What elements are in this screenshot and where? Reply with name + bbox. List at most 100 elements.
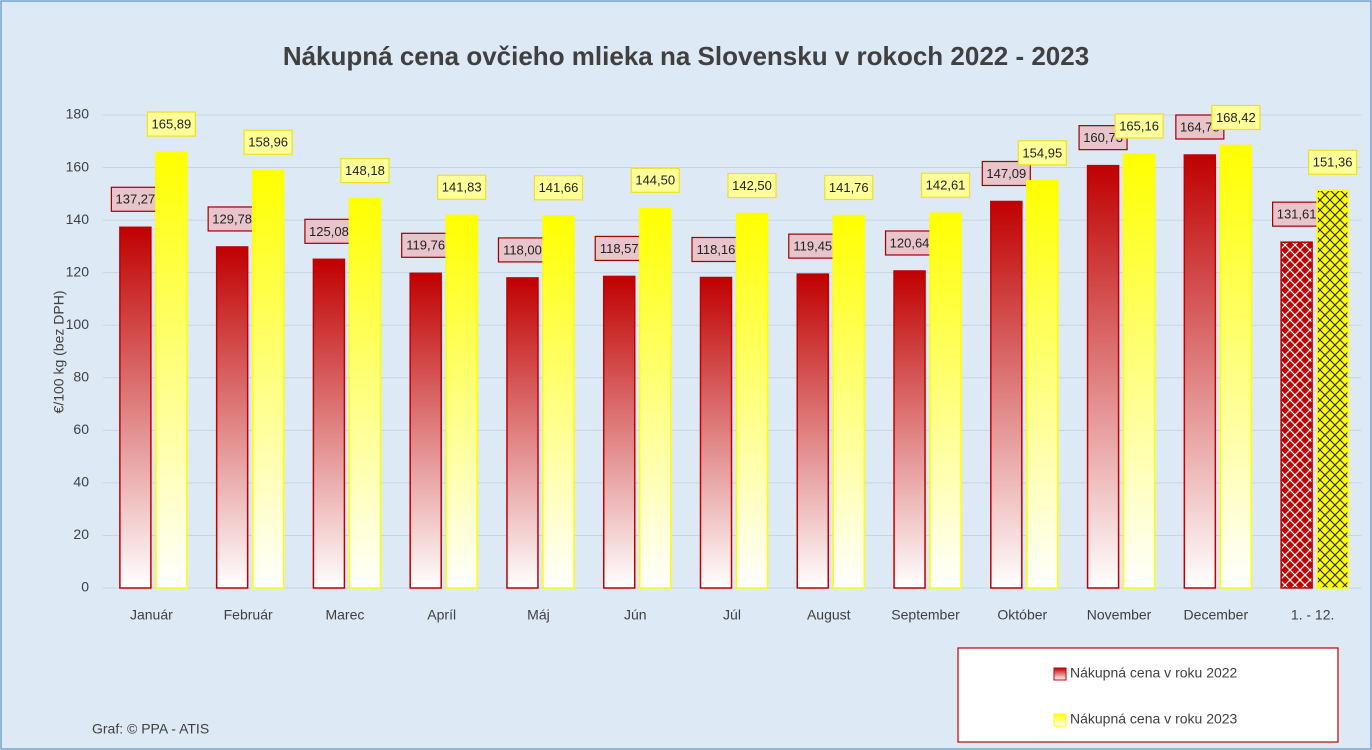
bar: [215, 246, 249, 589]
data-label: 141,66: [539, 180, 579, 195]
data-label: 129,78: [212, 211, 252, 226]
bar: [506, 277, 539, 589]
legend-swatch: [1053, 667, 1067, 681]
x-tick-label: November: [1087, 607, 1152, 623]
data-label-box: [497, 237, 548, 263]
data-label: 120,64: [890, 235, 930, 250]
legend-box: [957, 647, 1339, 743]
data-label: 168,42: [1216, 110, 1256, 125]
legend-swatch: [1053, 713, 1067, 727]
bar: [1122, 153, 1156, 589]
bar: [990, 200, 1023, 589]
x-tick-label: September: [891, 607, 960, 623]
x-tick-label: August: [807, 607, 851, 623]
x-tick-label: Február: [224, 607, 273, 623]
data-label: 160,73: [1083, 130, 1123, 145]
x-tick-label: Júl: [723, 607, 741, 623]
data-label-box: [594, 235, 644, 262]
bar: [542, 214, 575, 589]
data-label: 141,76: [829, 180, 869, 195]
data-label-box: [243, 129, 293, 155]
data-label: 118,00: [503, 242, 542, 257]
data-label: 118,57: [600, 241, 639, 256]
bar: [1219, 144, 1253, 589]
data-label: 154,95: [1022, 145, 1062, 160]
x-tick-label: December: [1184, 607, 1249, 623]
bar: [699, 276, 733, 589]
data-label: 131,61: [1277, 207, 1317, 222]
data-label-box: [1017, 140, 1067, 166]
bar: [1026, 180, 1059, 589]
bar: [1183, 154, 1217, 589]
data-label-box: [340, 158, 390, 184]
y-tick-label: 180: [66, 106, 90, 122]
data-label-box: [630, 167, 680, 193]
bar: [929, 212, 962, 589]
y-tick-label: 100: [66, 316, 90, 332]
data-label-box: [1308, 149, 1358, 175]
x-tick-label: Jún: [624, 607, 647, 623]
bar: [348, 197, 382, 589]
bar: [1280, 241, 1313, 589]
data-label: 165,16: [1119, 118, 1159, 133]
bar: [735, 212, 769, 589]
bar: [445, 214, 478, 589]
x-tick-label: Máj: [527, 607, 550, 623]
data-label-box: [727, 172, 777, 199]
bar: [155, 151, 188, 589]
data-label-box: [304, 218, 354, 244]
data-label-box: [920, 172, 971, 198]
bar: [602, 275, 636, 589]
x-tick-label: Apríl: [427, 607, 456, 623]
bar: [796, 273, 830, 589]
x-tick-label: Október: [997, 607, 1047, 623]
data-label-box: [1211, 104, 1261, 131]
bar: [1316, 189, 1349, 589]
data-label: 158,96: [248, 135, 288, 150]
data-label: 151,36: [1313, 155, 1353, 170]
bar: [312, 258, 346, 589]
y-tick-label: 20: [73, 526, 89, 542]
data-label: 148,18: [345, 163, 385, 178]
legend-label: Nákupná cena v roku 2023: [1070, 711, 1238, 727]
data-label: 147,09: [986, 166, 1026, 181]
bar: [638, 207, 672, 589]
y-tick-label: 140: [66, 211, 90, 227]
data-label: 118,16: [697, 242, 736, 257]
y-tick-label: 120: [66, 263, 90, 279]
data-label-box: [1114, 113, 1164, 139]
data-label: 142,50: [732, 178, 772, 193]
data-label: 137,27: [116, 192, 156, 207]
data-label-box: [1272, 201, 1322, 227]
y-tick-label: 160: [66, 158, 90, 174]
data-label: 164,78: [1180, 119, 1220, 134]
data-label: 141,83: [442, 180, 482, 195]
data-label: 142,61: [926, 178, 966, 193]
source-note: Graf: © PPA - ATIS: [92, 721, 209, 737]
data-label-box: [981, 160, 1031, 187]
bar: [832, 214, 866, 589]
y-tick-label: 40: [73, 474, 89, 490]
bar: [893, 270, 926, 589]
data-label-box: [788, 233, 838, 259]
data-label-box: [884, 230, 935, 256]
data-label-box: [207, 206, 257, 232]
data-label-box: [401, 232, 451, 258]
y-tick-label: 60: [73, 421, 89, 437]
bar: [119, 226, 152, 589]
data-label-box: [824, 174, 874, 201]
y-tick-label: 0: [81, 579, 89, 595]
bar: [1086, 164, 1120, 589]
x-tick-label: Január: [130, 607, 173, 623]
data-label: 165,89: [152, 117, 192, 132]
legend-label: Nákupná cena v roku 2022: [1070, 665, 1238, 681]
chart-title: Nákupná cena ovčieho mlieka na Slovensku…: [283, 41, 1089, 71]
x-tick-label: 1. - 12.: [1291, 607, 1335, 623]
y-tick-label: 80: [73, 368, 89, 384]
x-tick-label: Marec: [325, 607, 364, 623]
data-label: 125,08: [309, 224, 349, 239]
bar: [251, 169, 285, 589]
